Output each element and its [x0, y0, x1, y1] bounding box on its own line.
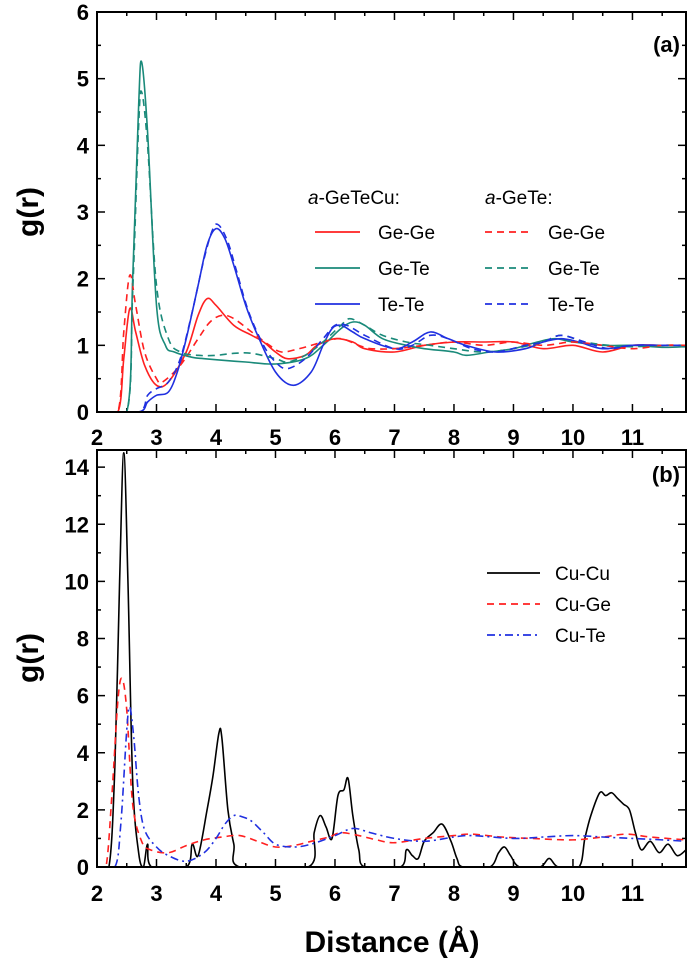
y-tick-label: 4: [77, 741, 90, 766]
series-line-te-te: [97, 227, 686, 412]
x-tick-label: 7: [388, 425, 400, 450]
legend-title: -GeTe:: [496, 188, 553, 209]
x-tick-label: 6: [329, 425, 341, 450]
series-line-ge-ge: [97, 297, 686, 412]
x-axis-label: Distance (Å): [304, 926, 479, 959]
legend-label: Te-Te: [548, 295, 594, 316]
legend-title: -GeTeCu:: [319, 188, 400, 209]
legend-label: Ge-Te: [378, 259, 430, 280]
y-tick-label: 5: [77, 67, 89, 92]
x-tick-label: 2: [91, 425, 103, 450]
x-tick-label: 5: [269, 425, 281, 450]
x-tick-label: 4: [210, 881, 223, 906]
y-tick-label: 8: [77, 627, 89, 652]
legend-group-title-gt: a-GeTe:: [485, 188, 553, 209]
legend-label: Cu-Te: [555, 626, 606, 647]
y-tick-label: 12: [65, 512, 89, 537]
x-tick-label: 9: [507, 881, 519, 906]
legend-group-title-gtc: a-GeTeCu:: [308, 188, 400, 209]
x-tick-label: 4: [210, 425, 223, 450]
x-tick-label: 9: [507, 425, 519, 450]
legend-label: Ge-Ge: [378, 223, 435, 244]
x-tick-label: 2: [91, 881, 103, 906]
legend-label: Ge-Ge: [548, 223, 605, 244]
y-axis-label-b: g(r): [12, 633, 45, 683]
y-tick-label: 2: [77, 798, 89, 823]
legend-label: Cu-Cu: [555, 564, 610, 585]
x-tick-label: 10: [561, 881, 585, 906]
plot-frame: [96, 11, 687, 413]
plot-frame: [96, 449, 687, 868]
legend-a: a-GeTeCu: a-GeTe:: [308, 188, 553, 209]
series-line-cu-cu: [97, 452, 686, 867]
panel-label-b: (b): [652, 462, 680, 487]
x-tick-label: 3: [150, 881, 162, 906]
x-tick-label: 7: [388, 881, 400, 906]
y-tick-label: 0: [77, 855, 89, 880]
x-tick-label: 11: [621, 881, 644, 906]
series-line-cu-te: [97, 706, 686, 867]
legend-prefix: a: [485, 188, 496, 209]
x-tick-label: 3: [150, 425, 162, 450]
y-tick-label: 10: [65, 569, 89, 594]
x-tick-label: 11: [621, 425, 644, 450]
series-line-ge-te-gete: [97, 90, 686, 412]
series-line-cu-ge: [97, 677, 686, 867]
y-axis-label-a: g(r): [12, 187, 45, 237]
legend-label: Ge-Te: [548, 259, 600, 280]
y-tick-label: 4: [77, 133, 90, 158]
series-line-ge-ge-gete: [97, 274, 686, 412]
y-tick-label: 6: [77, 0, 89, 25]
series-line-te-te-gete: [97, 223, 686, 412]
x-tick-label: 8: [448, 425, 460, 450]
y-tick-label: 6: [77, 684, 89, 709]
y-tick-label: 0: [77, 400, 89, 425]
legend-label: Te-Te: [378, 295, 424, 316]
x-tick-label: 6: [329, 881, 341, 906]
x-tick-label: 5: [269, 881, 281, 906]
legend-prefix: a: [308, 188, 319, 209]
y-tick-label: 1: [77, 333, 89, 358]
x-tick-label: 8: [448, 881, 460, 906]
panel-label-a: (a): [653, 32, 680, 57]
legend-label: Cu-Ge: [555, 595, 611, 616]
y-tick-label: 2: [77, 267, 89, 292]
x-tick-label: 10: [561, 425, 585, 450]
y-tick-label: 14: [65, 455, 90, 480]
y-tick-label: 3: [77, 200, 89, 225]
